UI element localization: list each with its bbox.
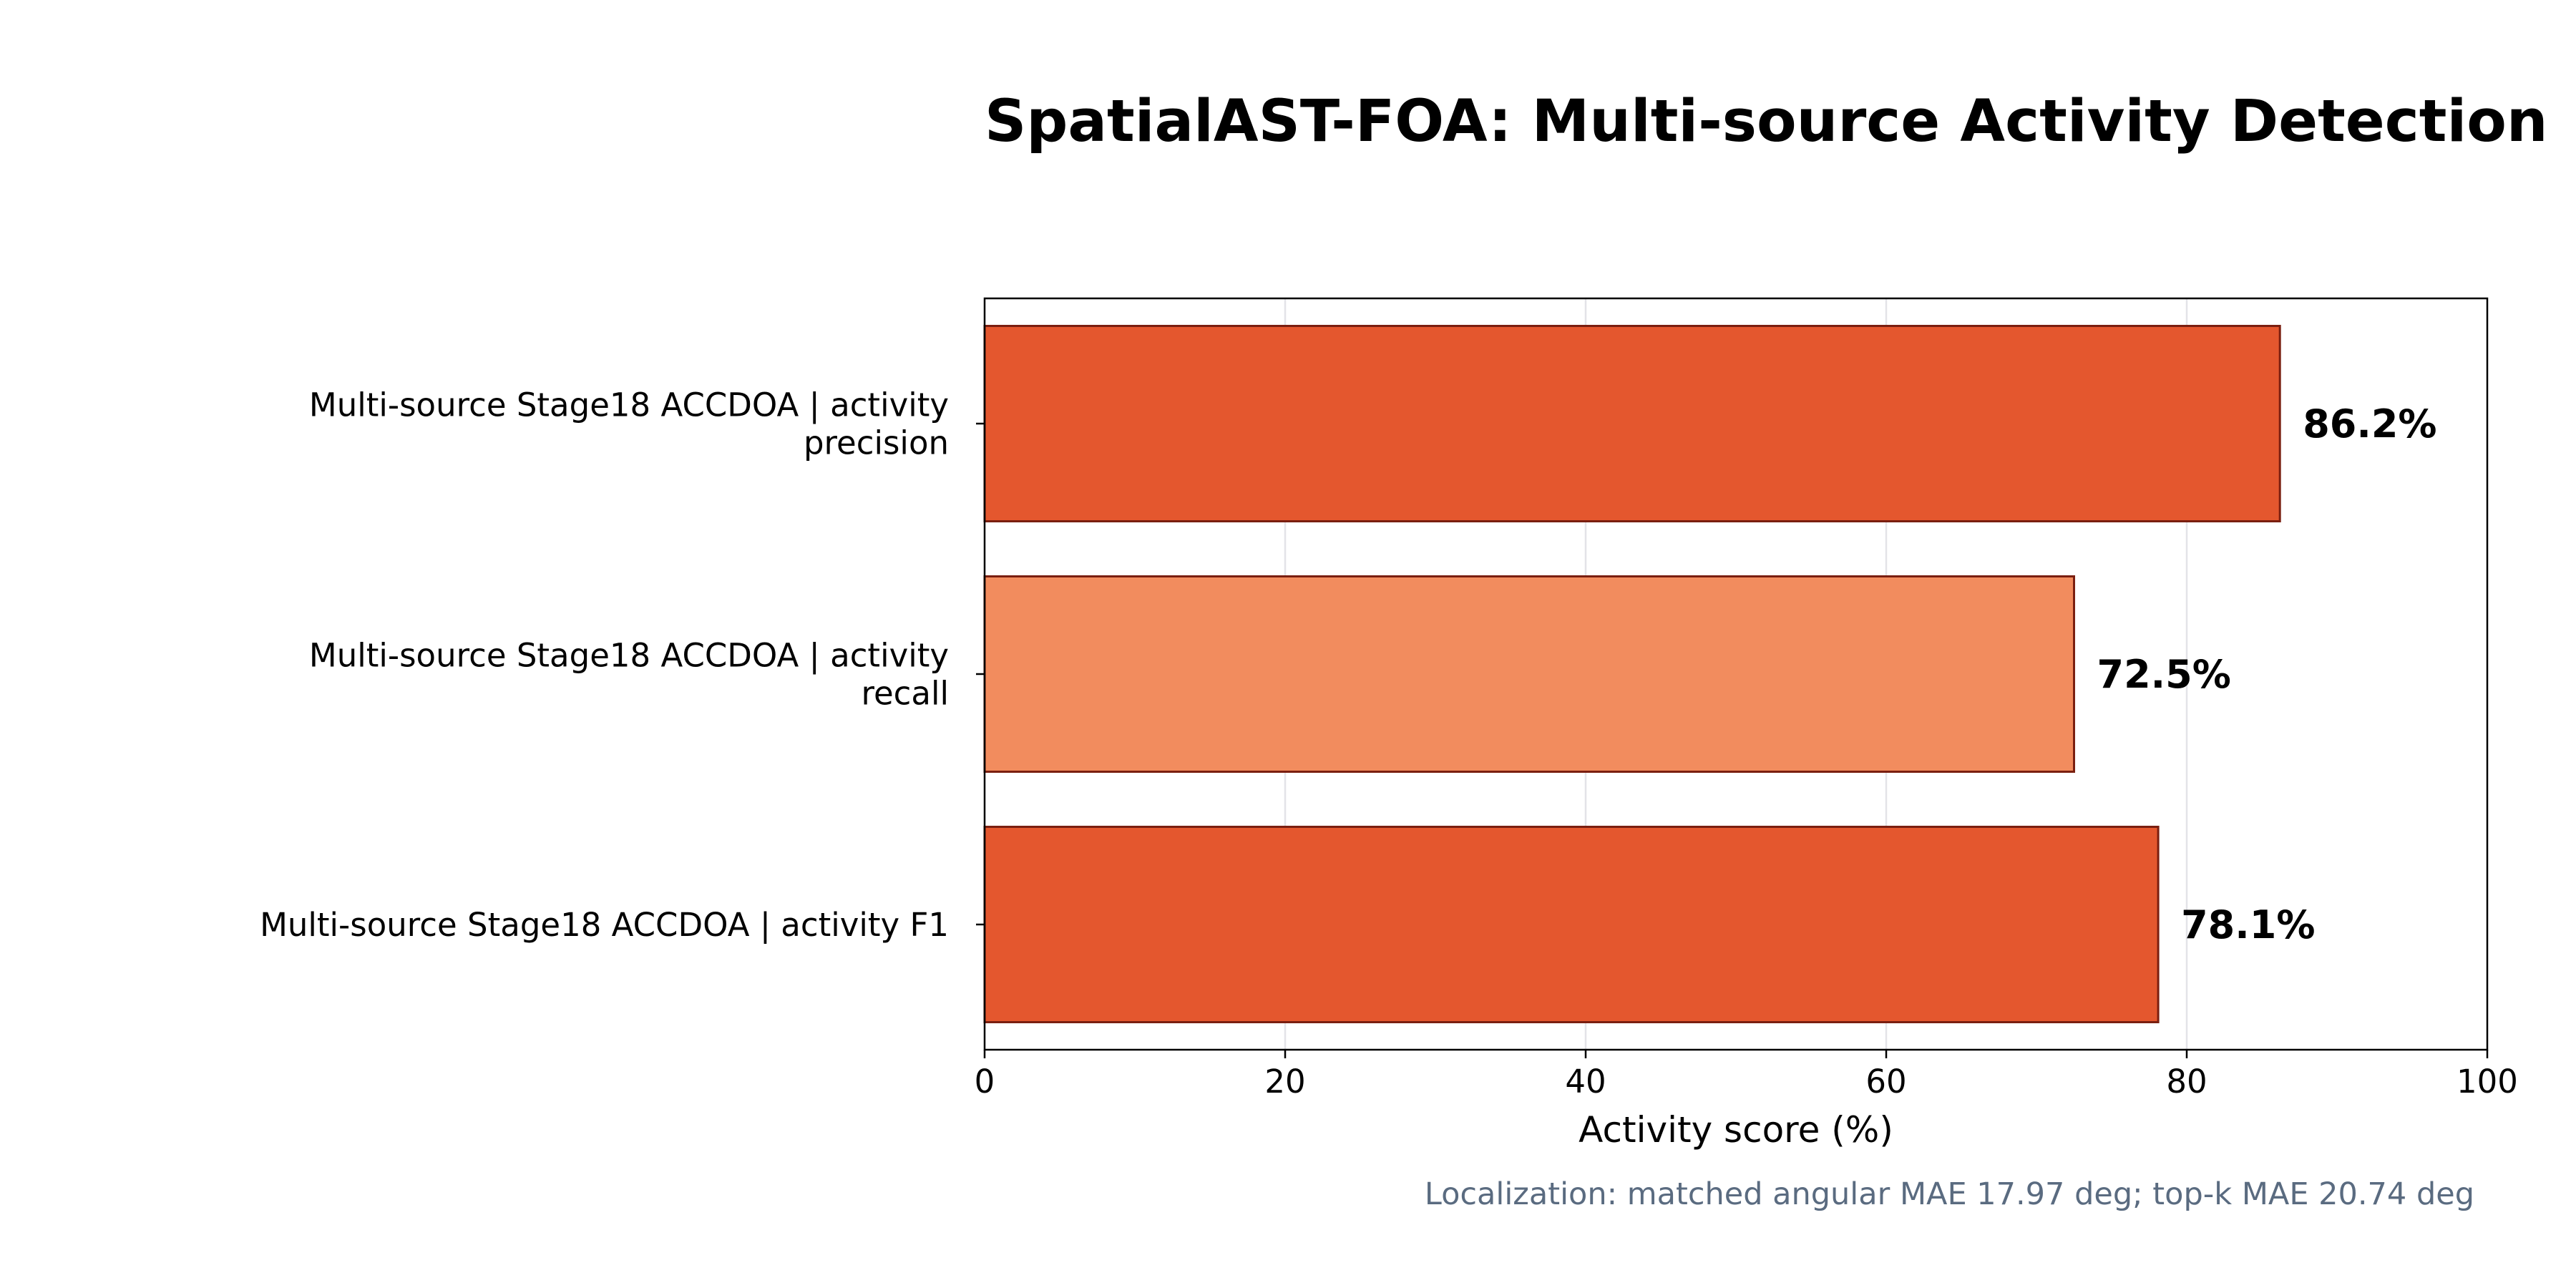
x-tick-label: 20 [1264,1063,1305,1101]
y-tick-label: Multi-source Stage18 ACCDOA | activity pr… [309,386,949,462]
x-tick-label: 0 [975,1063,995,1101]
y-tick-label-line: Multi-source Stage18 ACCDOA | activity [309,386,949,424]
value-label: 72.5% [2097,652,2231,697]
y-tick-label-line: recall [861,675,949,713]
chart-title: SpatialAST-FOA: Multi-source Activity De… [985,88,2548,155]
x-tick-label: 100 [2457,1063,2518,1101]
footnote: Localization: matched angular MAE 17.97 … [1425,1176,2474,1212]
x-axis: 0 20 40 60 80 100 [975,1050,2518,1101]
x-tick-label: 40 [1565,1063,1606,1101]
y-axis: Multi-source Stage18 ACCDOA | activity pr… [260,386,985,944]
y-tick-label-line: Multi-source Stage18 ACCDOA | activity F… [260,906,949,944]
bar [983,826,2160,1023]
y-tick-label: Multi-source Stage18 ACCDOA | activity re… [309,637,949,713]
y-tick-label-line: precision [804,424,949,462]
value-label: 78.1% [2181,902,2315,947]
y-tick-label: Multi-source Stage18 ACCDOA | activity F… [260,906,949,944]
value-label: 86.2% [2303,401,2436,447]
bar [983,325,2281,522]
x-tick-label: 60 [1865,1063,1906,1101]
x-axis-label: Activity score (%) [1579,1109,1893,1151]
value-labels: 86.2% 72.5% 78.1% [2097,401,2437,947]
bar [983,575,2075,773]
y-tick-label-line: Multi-source Stage18 ACCDOA | activity [309,637,949,675]
x-tick-label: 80 [2166,1063,2207,1101]
bars [983,325,2281,1023]
